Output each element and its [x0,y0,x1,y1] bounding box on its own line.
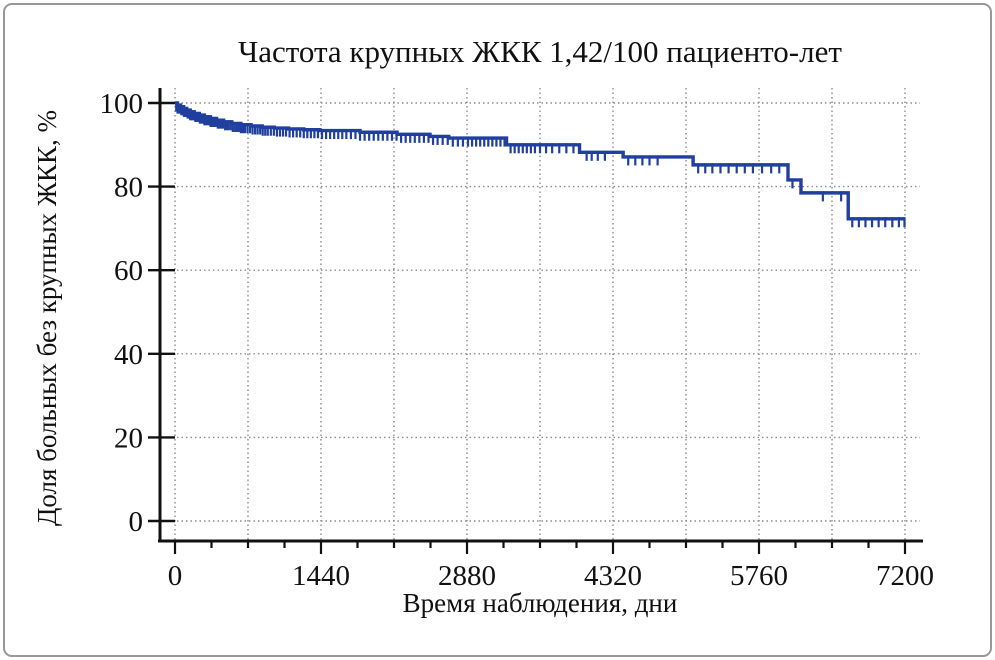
tick-labels: 100 80 60 40 20 00 1440 2880 4320 5760 7200 [100,88,935,592]
x-tick-label: 4320 [584,560,642,592]
gridlines [174,88,920,540]
censor-marks [175,101,906,228]
x-tick-label: 1440 [292,560,350,592]
x-tick-label: 5760 [730,560,788,592]
x-tick-label: 2880 [438,560,496,592]
y-axis-label: Доля больных без крупных ЖКК, % [32,110,62,526]
x-tick-label: 7200 [876,560,934,592]
figure-border [3,3,992,657]
chart-title: Частота крупных ЖКК 1,42/100 пациенто-ле… [238,34,842,69]
y-tick-label: 20 [114,422,143,454]
y-tick-label: 100 [100,88,144,120]
axes [148,88,923,554]
y-tick-label: 80 [114,172,143,204]
y-tick-label: 0 [129,506,144,538]
x-tick-label: 0 [168,560,183,592]
y-tick-label: 40 [114,339,143,371]
x-axis-label: Время наблюдения, дни [403,588,678,618]
y-tick-label: 60 [114,255,143,287]
